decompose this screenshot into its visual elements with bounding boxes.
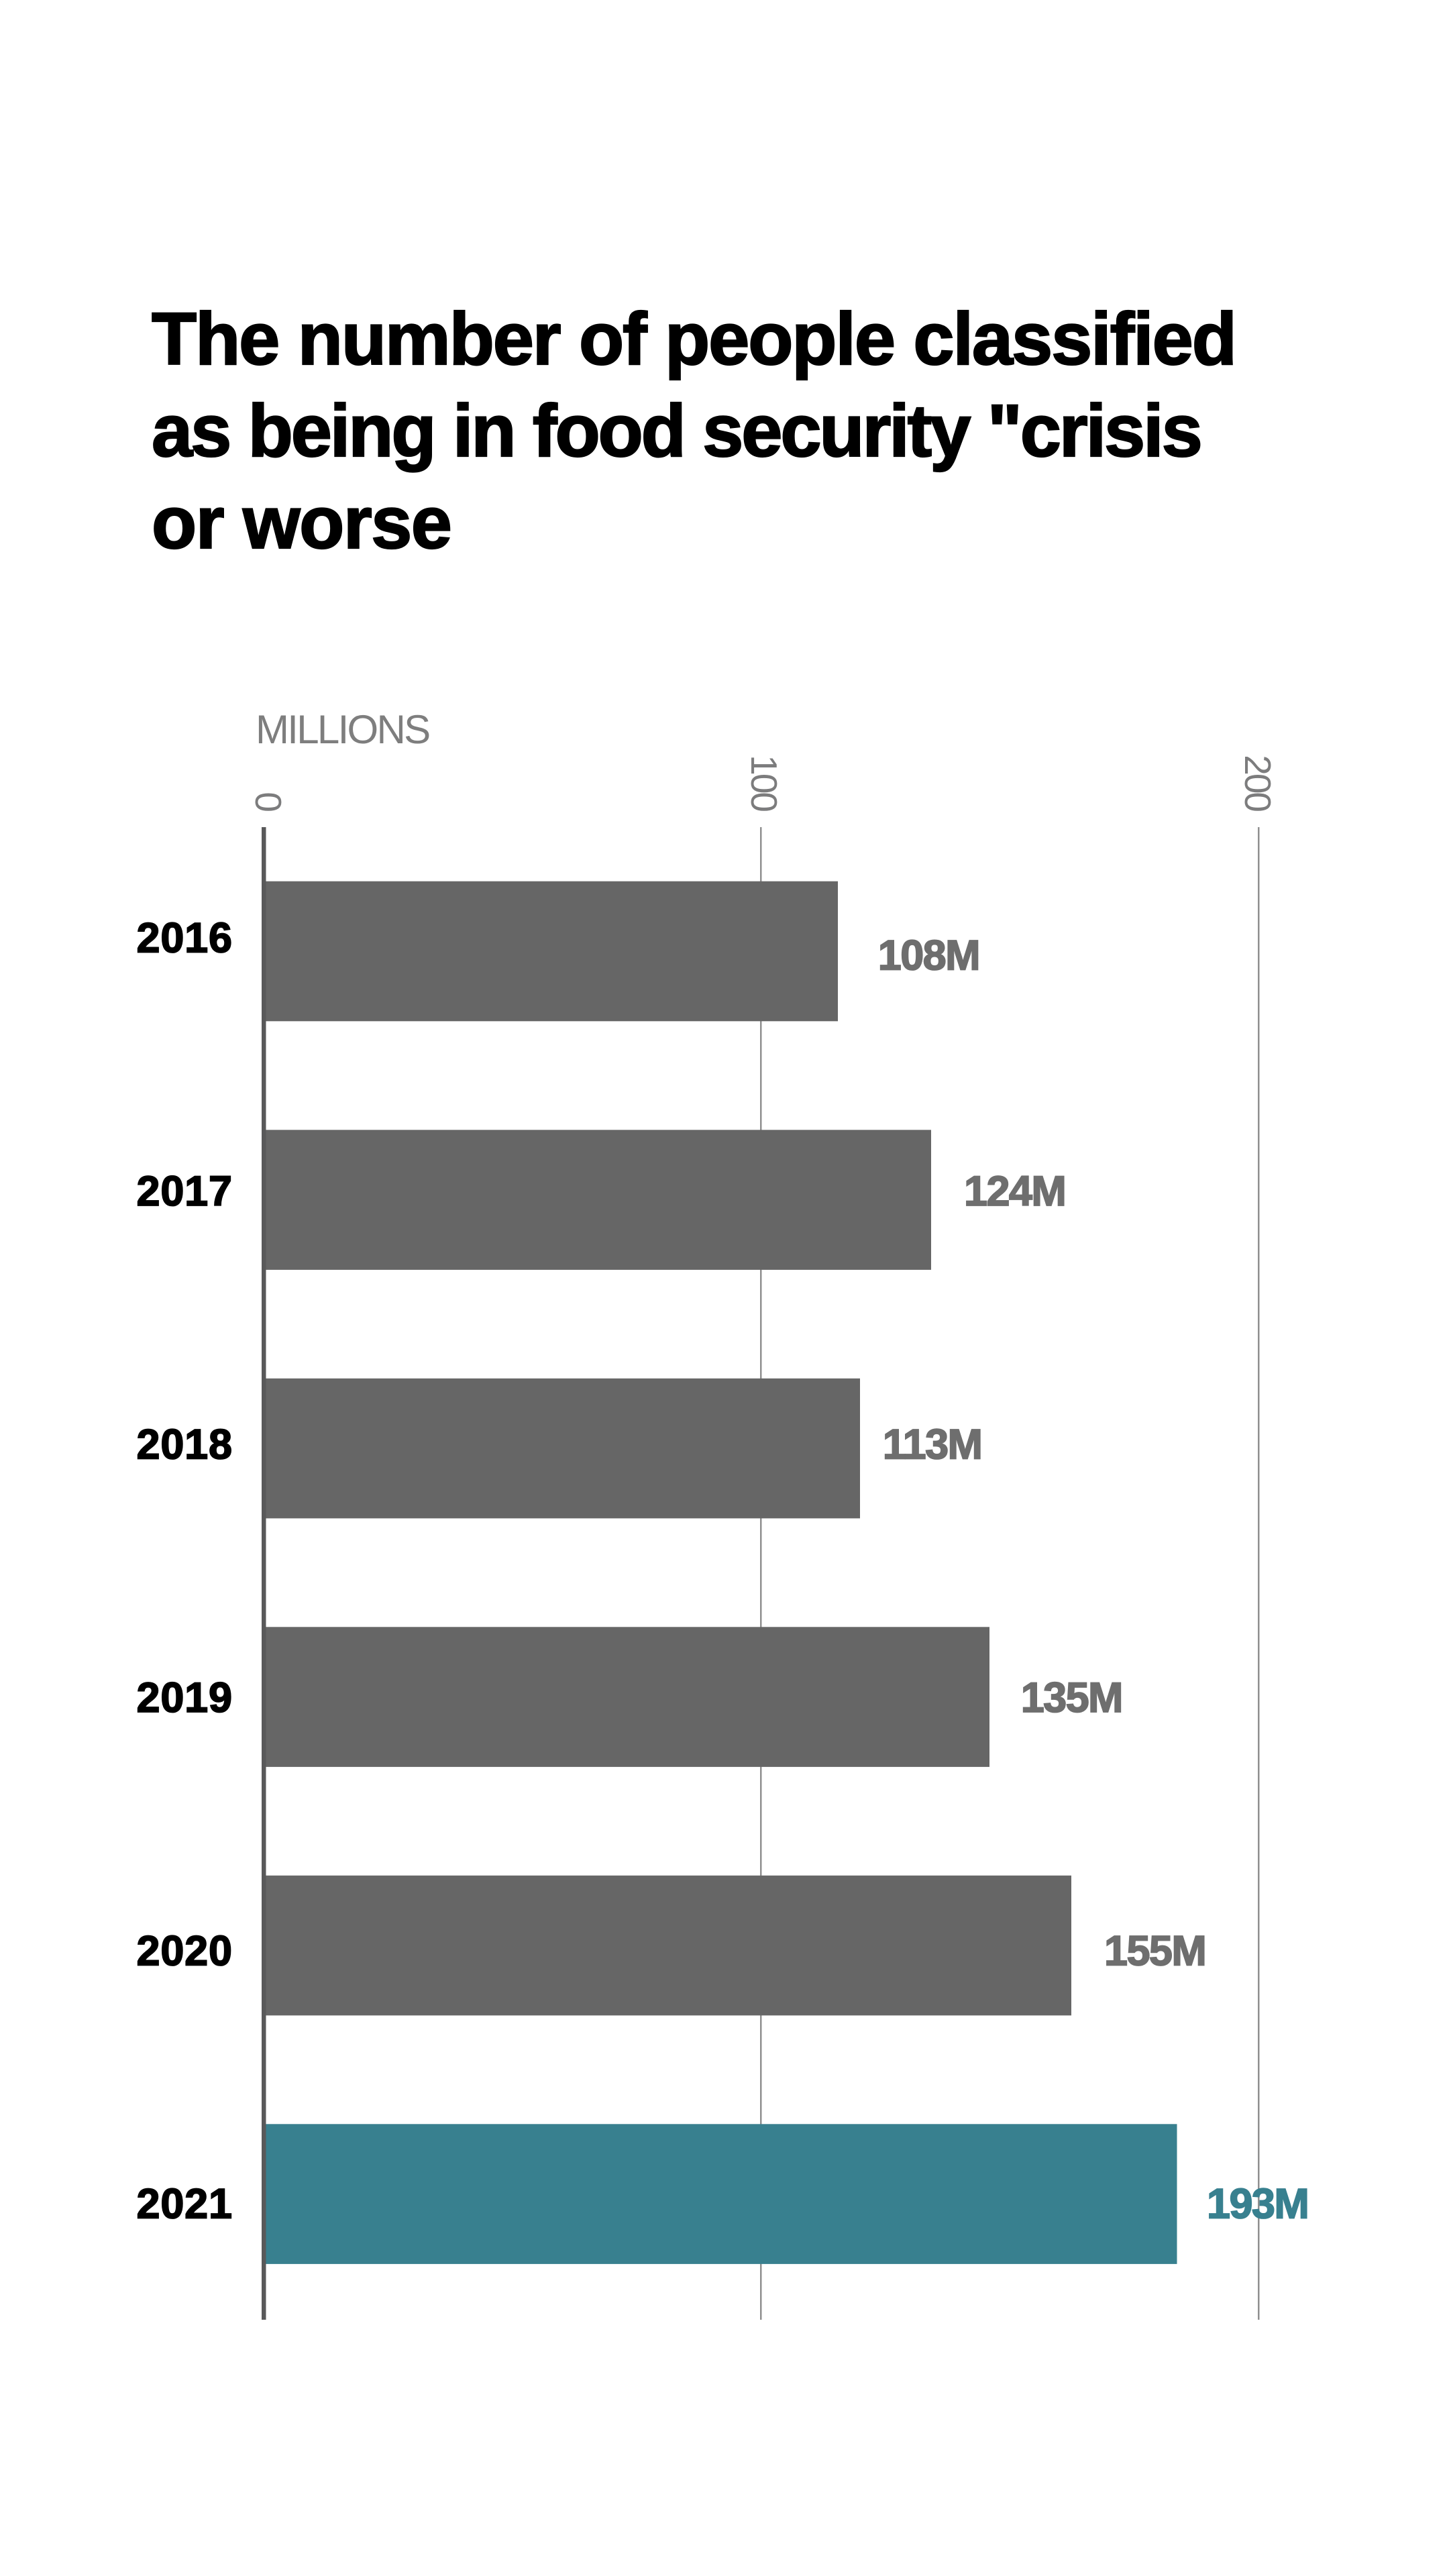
svg-text:2020: 2020 xyxy=(137,1927,233,1974)
svg-text:100: 100 xyxy=(743,755,785,811)
svg-text:200: 200 xyxy=(1237,755,1279,811)
svg-text:193M: 193M xyxy=(1207,2181,1308,2228)
svg-text:2016: 2016 xyxy=(137,915,233,962)
svg-text:135M: 135M xyxy=(1021,1674,1122,1721)
svg-text:2021: 2021 xyxy=(137,2181,233,2228)
svg-text:155M: 155M xyxy=(1104,1927,1205,1974)
svg-text:124M: 124M xyxy=(964,1168,1065,1215)
svg-text:2019: 2019 xyxy=(137,1674,233,1721)
svg-text:2018: 2018 xyxy=(137,1421,233,1468)
svg-text:as being in food security "cri: as being in food security "crisis xyxy=(152,390,1201,472)
svg-text:MILLIONS: MILLIONS xyxy=(256,707,429,752)
svg-text:113M: 113M xyxy=(883,1421,982,1468)
svg-text:0: 0 xyxy=(248,792,289,811)
svg-text:or worse: or worse xyxy=(152,482,451,564)
svg-text:The number of people classifie: The number of people classified xyxy=(152,298,1236,380)
svg-text:108M: 108M xyxy=(878,932,979,979)
svg-text:2017: 2017 xyxy=(137,1168,233,1215)
